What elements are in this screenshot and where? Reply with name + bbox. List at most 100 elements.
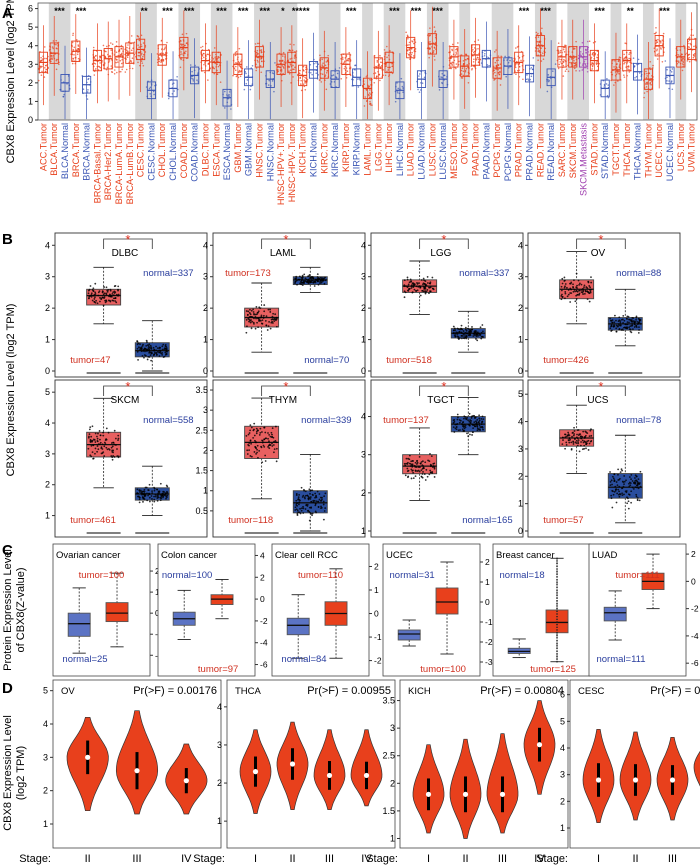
panel-a-point	[497, 71, 500, 74]
panel-a-point	[585, 49, 587, 52]
panel-a-point	[455, 48, 457, 51]
panel-a-point	[93, 57, 96, 59]
panel-a-point	[613, 66, 615, 68]
panel-b-tumor-point	[416, 459, 419, 462]
panel-b-tumor-point	[253, 428, 255, 431]
panel-b-normal-point	[635, 475, 638, 478]
panel-b-tumor-point	[579, 289, 581, 292]
panel-a-point	[508, 56, 510, 58]
panel-b-tumor-point	[407, 475, 410, 478]
panel-b-tumor-point	[425, 468, 428, 471]
panel-b-normal-point	[634, 320, 637, 323]
panel-a-point	[657, 38, 659, 41]
panel-a-point	[365, 89, 368, 91]
panel-b-tumor-point	[568, 437, 571, 439]
panel-a-point	[290, 82, 292, 84]
panel-b-normal-point	[321, 498, 323, 501]
panel-b-ytick-label: 3.5	[195, 385, 208, 395]
panel-a-point	[645, 70, 647, 73]
panel-a-point	[342, 58, 344, 60]
panel-b-tumor-point	[271, 315, 274, 318]
panel-b-normal-point	[159, 350, 162, 353]
panel-a-point	[530, 75, 533, 78]
panel-b-tumor-point	[117, 285, 120, 288]
panel-a-point	[643, 92, 646, 94]
panel-a-point	[238, 47, 241, 50]
panel-a-point	[541, 27, 543, 30]
panel-a-point	[235, 75, 238, 78]
panel-a-ytick-label: 4	[28, 41, 33, 51]
panel-b-normal-point	[455, 426, 458, 428]
panel-a-point	[113, 73, 116, 75]
panel-b-normal-point	[316, 490, 319, 493]
panel-a-point	[40, 56, 42, 59]
panel-b-normal-point	[609, 327, 612, 330]
panel-d-median-dot	[425, 791, 432, 797]
panel-a-point	[560, 58, 562, 61]
panel-a-point	[455, 53, 458, 55]
panel-b-normal-count: normal=70	[304, 355, 349, 366]
panel-b-normal-point	[471, 434, 473, 436]
panel-b-normal-point	[466, 432, 468, 435]
panel-b-normal-point	[621, 494, 624, 497]
panel-a-point	[292, 68, 294, 71]
panel-b-tumor-point	[258, 434, 261, 436]
panel-b-normal-point	[464, 334, 466, 336]
panel-a-point	[617, 60, 620, 63]
panel-b-tumor-point	[586, 440, 588, 443]
panel-a-point	[365, 75, 368, 78]
panel-a-point	[234, 54, 237, 57]
panel-a-point	[87, 89, 89, 91]
panel-a-point	[441, 76, 444, 79]
panel-b-ytick-label: 1	[361, 335, 366, 345]
panel-b-tumor-point	[104, 439, 107, 441]
panel-a-point	[340, 78, 343, 80]
panel-a-point	[218, 56, 220, 59]
panel-a-point	[119, 55, 122, 57]
panel-c-normal-box	[67, 612, 91, 637]
panel-b-normal-point	[143, 348, 146, 351]
panel-b-tumor-point	[403, 462, 406, 465]
panel-a-point	[162, 52, 164, 55]
panel-a-point	[87, 77, 90, 80]
panel-b-normal-point	[630, 331, 633, 334]
panel-b-normal-point	[307, 498, 310, 501]
panel-a-point	[594, 40, 597, 43]
panel-b-tumor-point	[92, 294, 95, 297]
panel-a-point	[581, 41, 584, 44]
panel-b-tumor-point	[560, 285, 563, 288]
panel-b-tumor-point	[254, 313, 257, 316]
panel-b-tumor-point	[574, 300, 577, 303]
panel-b-tumor-point	[405, 285, 407, 288]
panel-b-normal-point	[314, 280, 316, 283]
panel-c-tumor-point	[556, 652, 558, 655]
panel-b-normal-point	[315, 496, 318, 499]
panel-a-point	[532, 57, 535, 59]
panel-b-normal-point	[303, 488, 305, 491]
panel-b-ytick-label: 2	[361, 303, 366, 313]
panel-b-tumor-point	[102, 304, 105, 307]
panel-b-normal-point	[295, 499, 298, 502]
panel-b-normal-point	[149, 354, 152, 357]
panel-b-tumor-point	[590, 428, 592, 431]
panel-b-normal-point	[301, 277, 304, 280]
panel-a-point	[661, 39, 664, 41]
panel-b-ytick-label: 1	[361, 526, 366, 536]
panel-a-point	[692, 56, 695, 59]
panel-a-point	[660, 48, 662, 50]
panel-b-tumor-point	[414, 466, 417, 468]
panel-b-tumor-point	[259, 427, 262, 430]
panel-b-tumor-point	[247, 310, 250, 313]
panel-a-point	[137, 44, 139, 46]
panel-a-point	[664, 60, 667, 62]
panel-a-xtick-label: BRCA.Normal	[82, 123, 92, 181]
panel-b-normal-point	[609, 317, 612, 320]
panel-b-normal-point	[148, 496, 151, 499]
panel-a-point	[629, 51, 631, 54]
panel-b-normal-point	[634, 480, 637, 482]
panel-c-normal-count: normal=25	[62, 654, 107, 665]
panel-b-normal-point	[616, 484, 619, 487]
